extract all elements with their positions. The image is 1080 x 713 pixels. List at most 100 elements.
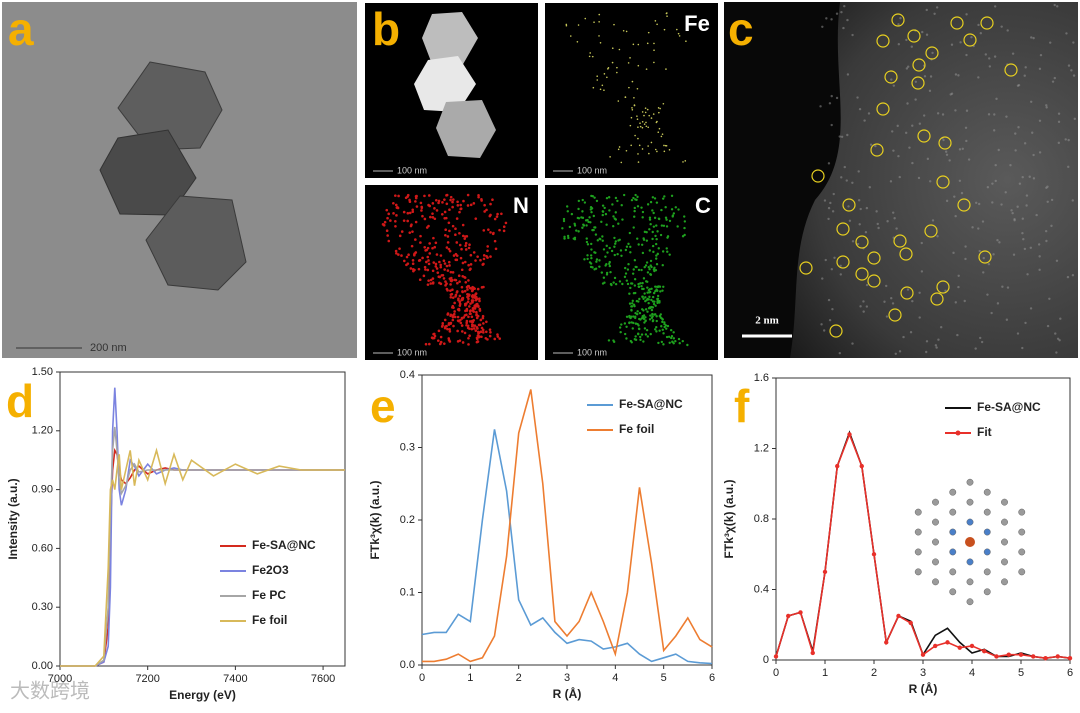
map-dot: [583, 258, 586, 261]
map-dot: [385, 229, 389, 233]
atom-speck: [865, 283, 869, 287]
map-dot: [444, 233, 447, 237]
map-dot: [392, 212, 395, 215]
map-dot: [612, 215, 615, 218]
map-dot: [576, 216, 580, 220]
map-dot: [625, 279, 629, 282]
map-dot: [631, 272, 635, 275]
map-dot: [411, 210, 415, 214]
map-dot: [456, 329, 459, 333]
map-dot: [458, 339, 462, 342]
atom-speck: [977, 227, 980, 230]
map-dot: [469, 267, 472, 271]
legend-label: Fe foil: [252, 613, 287, 627]
atom-speck: [846, 133, 849, 137]
map-dot: [663, 150, 666, 153]
map-dot: [641, 295, 644, 298]
single-atom-marker: [891, 13, 905, 27]
map-dot: [438, 281, 441, 285]
map-dot: [677, 337, 681, 341]
map-dot: [585, 224, 588, 227]
map-dot: [406, 211, 410, 215]
atom-speck: [987, 113, 991, 116]
map-dot: [648, 218, 652, 221]
map-dot: [473, 296, 477, 300]
atom: [983, 568, 991, 576]
atom-speck: [846, 73, 850, 76]
atom-speck: [889, 180, 893, 183]
map-dot: [620, 323, 623, 326]
map-dot: [634, 316, 637, 320]
atom-speck: [982, 256, 985, 260]
map-dot: [603, 73, 606, 75]
point: [1018, 652, 1024, 657]
atom-speck: [1025, 194, 1029, 197]
map-dot: [457, 319, 461, 323]
map-dot: [638, 327, 641, 331]
map-dot: [605, 244, 608, 248]
map-dot: [411, 259, 415, 262]
map-dot: [601, 84, 604, 87]
map-dot: [636, 237, 639, 240]
atom: [1001, 558, 1008, 566]
atom-speck: [843, 4, 846, 8]
map-dot: [610, 283, 613, 287]
map-dot: [598, 13, 601, 16]
atom-speck: [829, 201, 832, 205]
map-dot: [577, 207, 580, 211]
map-dot: [617, 148, 620, 151]
atom-speck: [1071, 273, 1075, 277]
map-dot: [443, 198, 446, 201]
map-dot: [467, 315, 470, 319]
map-dot: [666, 15, 668, 17]
map-dot: [445, 202, 449, 206]
series-line: [775, 430, 1071, 660]
map-dot: [471, 294, 475, 297]
atom: [949, 508, 957, 516]
map-dot: [655, 254, 658, 257]
atom-speck: [848, 219, 852, 223]
atom-speck: [918, 291, 921, 295]
map-dot: [451, 304, 455, 308]
map-dot: [607, 339, 611, 342]
map-dot: [639, 122, 641, 125]
map-dot: [453, 310, 456, 313]
map-dot: [640, 284, 643, 288]
map-dot: [646, 42, 649, 45]
map-dot: [653, 61, 655, 64]
map-dot: [631, 302, 634, 305]
map-dot: [592, 86, 595, 89]
atom-speck: [929, 180, 932, 183]
map-dot: [446, 312, 450, 315]
atom-speck: [1016, 205, 1019, 208]
map-dot: [502, 225, 506, 228]
map-dot: [619, 249, 623, 252]
map-dot: [651, 209, 654, 212]
single-atom-marker: [811, 169, 825, 183]
map-dot: [449, 293, 453, 296]
atom-speck: [898, 350, 902, 353]
map-dot: [437, 329, 441, 333]
map-dot: [451, 205, 454, 209]
panel-label: c: [728, 3, 754, 55]
map-dot: [652, 225, 656, 228]
map-dot: [466, 288, 469, 291]
map-dot: [627, 242, 630, 246]
atom-speck: [877, 226, 880, 230]
atom-speck: [1045, 186, 1048, 189]
map-dot: [648, 152, 650, 155]
map-dot: [657, 131, 660, 134]
map-dot: [451, 224, 455, 228]
map-dot: [672, 337, 676, 340]
atom-speck: [993, 5, 997, 8]
map-dot: [618, 48, 621, 51]
map-dot: [657, 247, 660, 250]
map-dot: [454, 295, 457, 298]
map-dot: [475, 337, 479, 341]
legend-label: Fe-SA@NC: [977, 400, 1041, 414]
map-dot: [479, 258, 482, 262]
atom-speck: [825, 17, 828, 20]
atom-speck: [964, 126, 968, 129]
map-dot: [456, 315, 460, 319]
